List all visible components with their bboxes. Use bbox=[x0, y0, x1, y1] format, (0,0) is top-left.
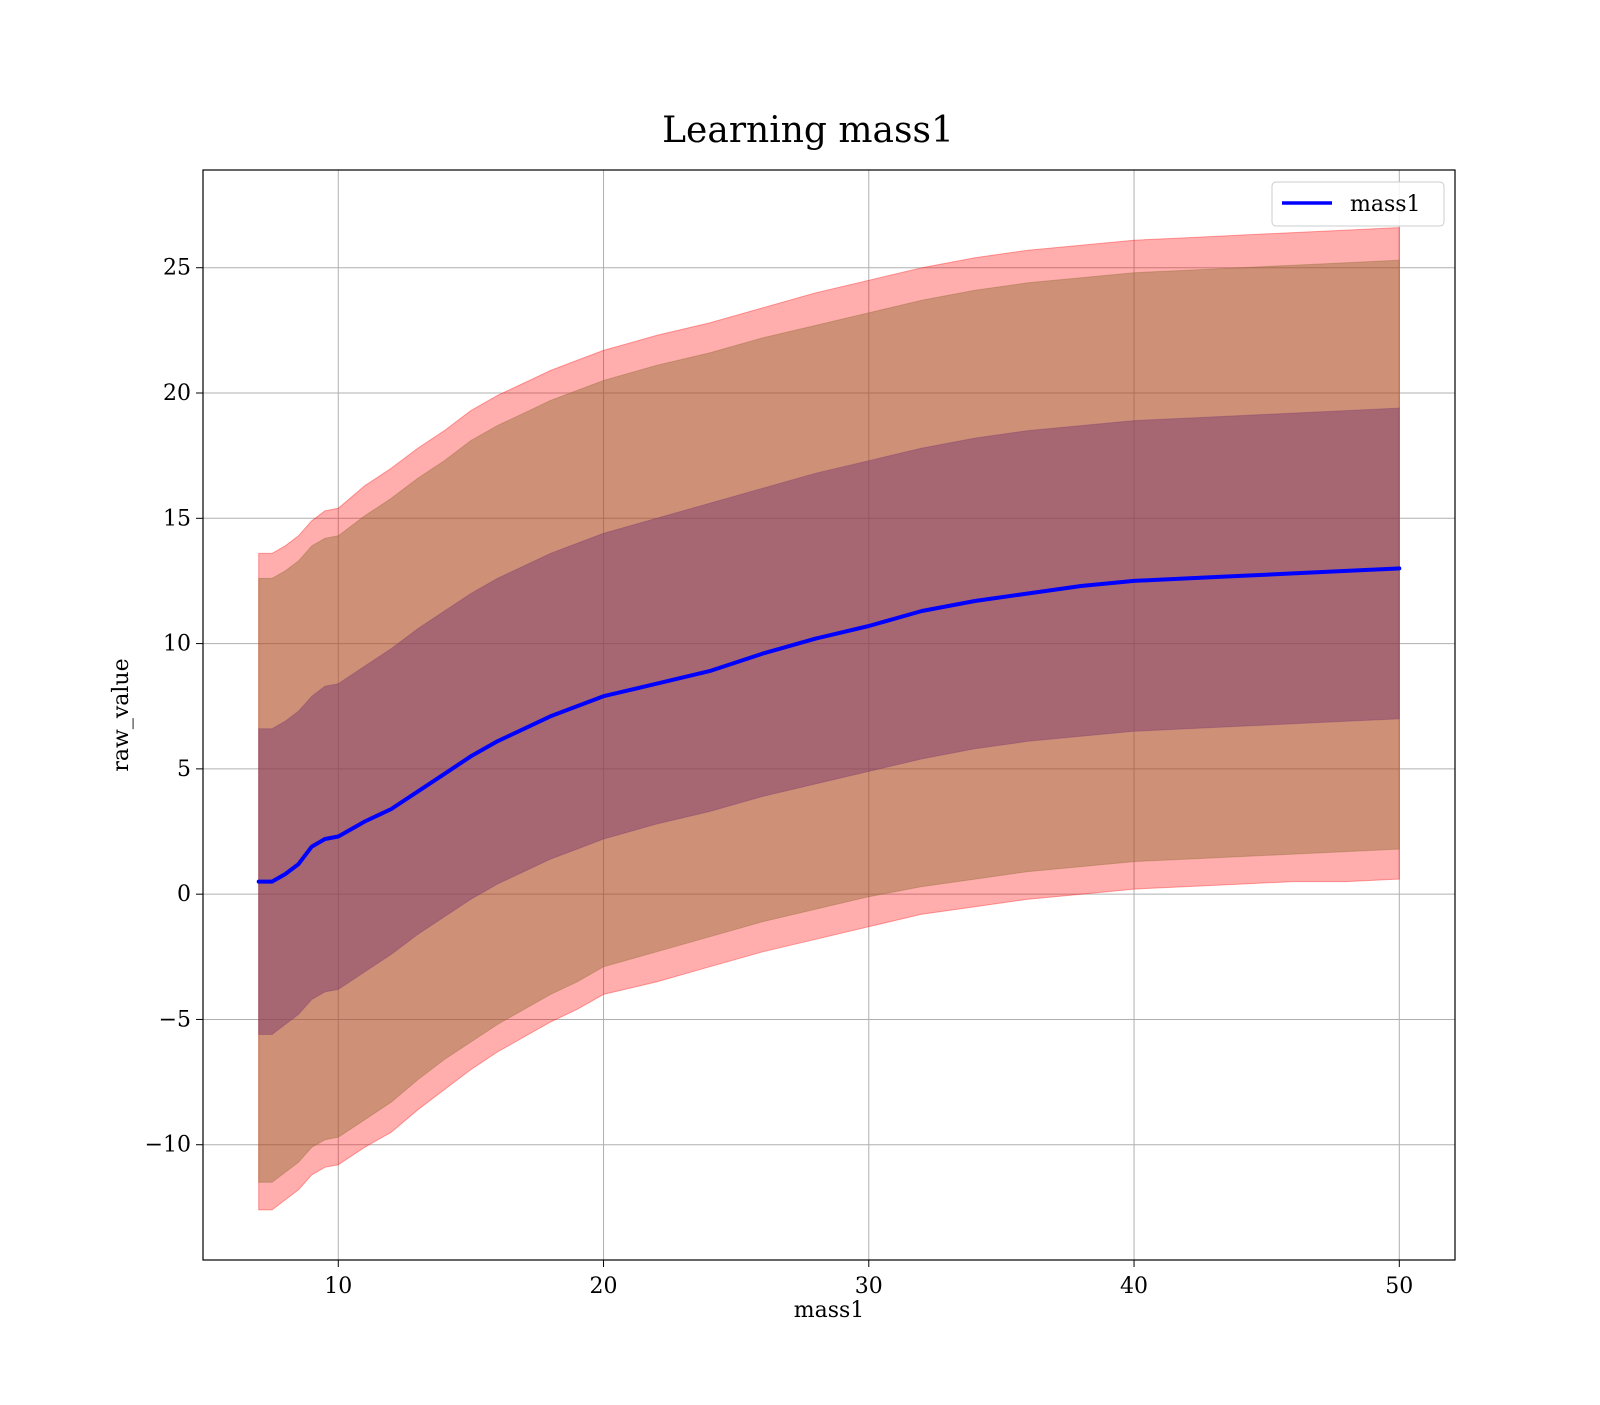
y-tick-label: 20 bbox=[163, 381, 191, 406]
chart-title: Learning mass1 bbox=[662, 110, 954, 151]
y-tick-label: −10 bbox=[145, 1133, 191, 1158]
x-tick-label: 50 bbox=[1385, 1274, 1413, 1299]
plot-frame bbox=[202, 169, 1456, 1261]
series-lines bbox=[256, 566, 1402, 884]
y-axis-label: raw_value bbox=[109, 658, 134, 771]
series-line-mass1 bbox=[256, 566, 1402, 884]
x-tick-label: 30 bbox=[855, 1274, 883, 1299]
y-tick-label: 0 bbox=[177, 882, 191, 907]
band-middle bbox=[258, 259, 1400, 1183]
x-tick-label: 20 bbox=[590, 1274, 618, 1299]
x-tick-label: 40 bbox=[1120, 1274, 1148, 1299]
x-ticks: 10 20 30 40 50 bbox=[324, 1260, 1413, 1299]
y-tick-label: 25 bbox=[163, 256, 191, 281]
grid bbox=[203, 170, 1455, 1260]
y-tick-label: 5 bbox=[177, 757, 191, 782]
y-tick-label: 15 bbox=[163, 506, 191, 531]
y-tick-label: −5 bbox=[159, 1007, 191, 1032]
band-inner bbox=[258, 407, 1400, 1035]
legend: mass1 bbox=[1271, 181, 1445, 227]
band-outer bbox=[258, 227, 1400, 1211]
x-axis-label: mass1 bbox=[794, 1298, 865, 1323]
y-ticks: −10 −5 0 5 10 15 20 25 bbox=[145, 256, 203, 1158]
legend-label: mass1 bbox=[1350, 192, 1421, 217]
x-tick-label: 10 bbox=[324, 1274, 352, 1299]
y-tick-label: 10 bbox=[163, 632, 191, 657]
legend-box bbox=[1271, 181, 1445, 227]
bands bbox=[258, 227, 1400, 1211]
